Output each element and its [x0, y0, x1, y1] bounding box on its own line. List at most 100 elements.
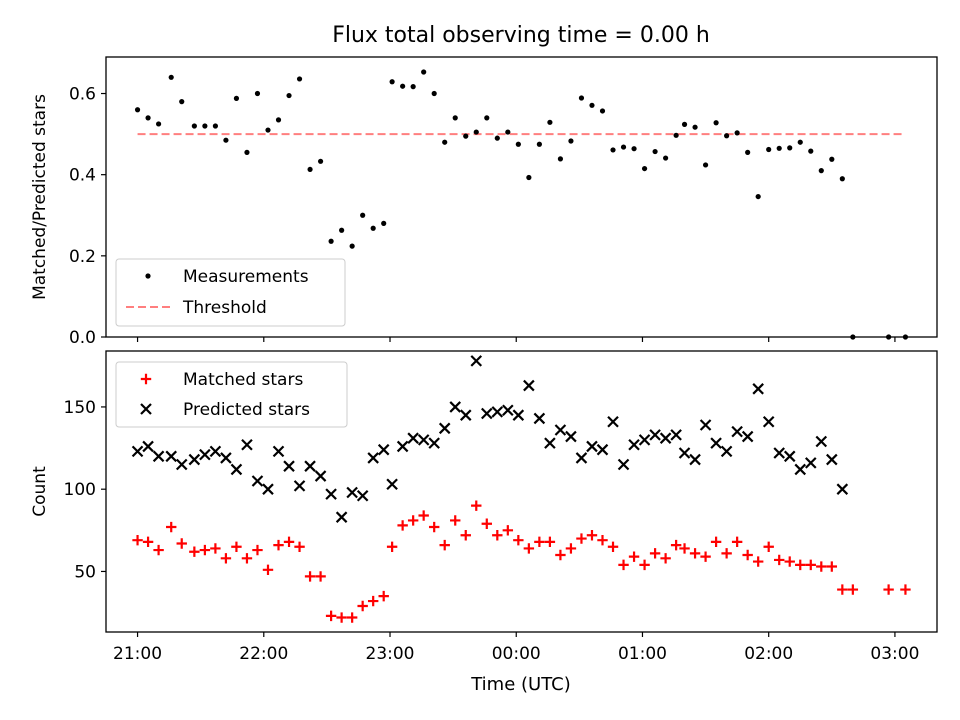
predicted-point: [199, 448, 211, 461]
measurement-point: [734, 130, 740, 136]
matched-point: [752, 556, 764, 567]
ratio-panel: 0.0 0.2 0.4 0.6 Matched/Predicted stars Measu…: [30, 56, 938, 348]
matched-point: [847, 584, 859, 595]
measurement-point: [902, 334, 909, 340]
measurement-point: [515, 141, 521, 147]
plot-frame: [105, 350, 938, 633]
matched-point: [555, 549, 566, 561]
measurement-point: [265, 127, 271, 133]
legend-measurements-label: Measurements: [183, 267, 309, 287]
predicted-point: [283, 460, 295, 472]
measurement-point: [191, 123, 197, 129]
legend-matched-marker: [140, 373, 152, 385]
predicted-point: [428, 437, 440, 449]
legend-box: [115, 258, 346, 327]
matched-point: [346, 612, 358, 623]
predicted-point: [272, 445, 285, 458]
measurement-point: [442, 139, 448, 145]
data-marks: [134, 69, 909, 340]
measurement-point: [797, 139, 803, 145]
predicted-point: [826, 453, 838, 466]
matched-point: [649, 548, 661, 559]
measurement-point: [589, 102, 595, 108]
matched-point: [742, 549, 753, 561]
y-tick-label: 150: [64, 398, 96, 418]
predicted-point: [491, 406, 504, 418]
measurement-point: [223, 137, 229, 143]
predicted-point: [678, 447, 691, 459]
predicted-point: [783, 450, 796, 463]
legend-threshold-label: Threshold: [182, 298, 267, 318]
matched-point: [565, 543, 577, 554]
measurement-point: [168, 74, 174, 80]
measurement-point: [286, 92, 292, 99]
matched-point: [607, 541, 619, 552]
measurement-point: [473, 129, 479, 135]
predicted-point: [367, 452, 379, 464]
predicted-point: [165, 450, 177, 463]
matched-point: [367, 595, 379, 607]
predicted-point: [731, 425, 743, 438]
measurement-point: [484, 115, 490, 121]
predicted-point: [407, 432, 419, 444]
measurement-point: [452, 115, 458, 121]
y-axis-label: Matched/Predicted stars: [30, 94, 50, 300]
predicted-point: [152, 450, 165, 463]
predicted-point: [449, 401, 462, 413]
matched-point: [166, 521, 177, 533]
measurement-point: [134, 107, 141, 113]
measurement-point: [145, 115, 151, 121]
legend-box: [115, 361, 348, 428]
predicted-point: [188, 453, 201, 466]
predicted-point: [325, 488, 337, 500]
matched-point: [670, 539, 682, 551]
predicted-point: [741, 430, 754, 443]
predicted-point: [142, 440, 154, 453]
matched-point: [639, 559, 650, 571]
predicted-point: [251, 475, 264, 487]
measurement-point: [360, 212, 366, 218]
measurement-point: [389, 79, 395, 85]
measurement-point: [381, 220, 387, 226]
matched-point: [153, 544, 164, 556]
measurement-point: [233, 95, 240, 101]
predicted-point: [533, 412, 546, 425]
measurement-point: [652, 148, 658, 155]
matched-point: [325, 610, 337, 622]
measurement-point: [212, 123, 218, 129]
measurement-point: [745, 149, 751, 155]
matched-point: [816, 561, 827, 572]
matched-point: [386, 541, 398, 552]
x-tick-label: 01:00: [618, 644, 667, 664]
predicted-point: [131, 445, 144, 458]
matched-point: [189, 546, 200, 557]
y-tick-label: 0.6: [69, 85, 96, 105]
predicted-point: [386, 478, 398, 491]
predicted-point: [396, 440, 409, 453]
matched-point: [471, 500, 482, 511]
predicted-point: [638, 434, 651, 446]
measurement-point: [886, 334, 892, 340]
predicted-point: [617, 458, 630, 471]
figure-title: Flux total observing time = 0.00 h: [332, 23, 710, 48]
matched-point: [805, 559, 816, 571]
measurement-point: [681, 121, 688, 127]
y-tick-label: 100: [64, 480, 96, 500]
predicted-point: [773, 447, 785, 459]
matched-point: [597, 534, 608, 546]
matched-point: [502, 525, 514, 536]
predicted-point: [586, 440, 598, 453]
matched-point: [784, 556, 795, 567]
matched-point: [439, 539, 450, 551]
measurement-point: [244, 149, 250, 155]
measurement-point: [631, 146, 637, 152]
measurement-point: [505, 129, 511, 135]
measurement-point: [155, 121, 162, 127]
predicted-point: [512, 409, 525, 421]
matched-point: [660, 553, 671, 564]
measurement-point: [673, 132, 679, 138]
measurement-point: [829, 156, 835, 162]
legend-measurements-marker: [145, 273, 151, 279]
matched-point: [586, 530, 598, 541]
